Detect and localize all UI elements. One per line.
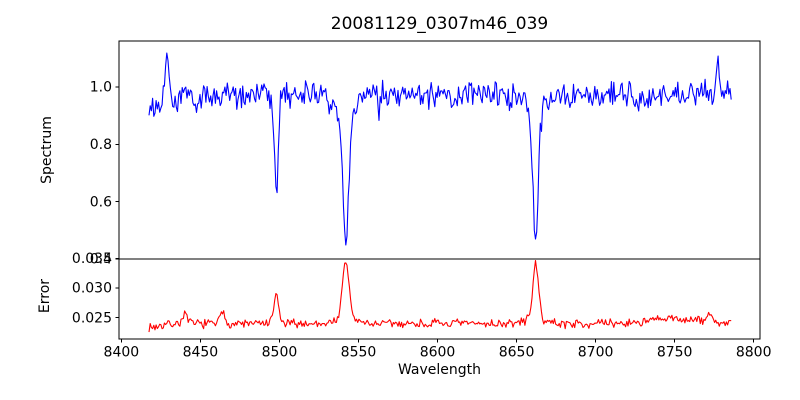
error-axes-border	[118, 258, 761, 340]
error-y-tick-label: 0.025	[72, 310, 112, 326]
error-x-tick-label: 8600	[420, 345, 456, 361]
error-line	[148, 259, 732, 333]
error-x-tick-label: 8500	[262, 345, 298, 361]
error-x-tick-label: 8550	[341, 345, 377, 361]
error-x-tick-label: 8400	[104, 345, 140, 361]
error-x-tick-label: 8650	[499, 345, 535, 361]
error-y-tick-label: 0.030	[72, 281, 112, 297]
plot-title: 20081129_0307m46_039	[330, 14, 549, 34]
error-y-tick-label: 0.035	[72, 251, 112, 267]
error-x-tick-label: 8750	[657, 345, 693, 361]
error-x-tick-label: 8700	[578, 345, 614, 361]
spectrum-line	[148, 52, 732, 246]
error-y-axis-label: Error	[37, 278, 53, 314]
spectrum-y-axis-label: Spectrum	[39, 116, 55, 184]
x-axis-label: Wavelength	[397, 362, 482, 378]
spectrum-y-tick-label: 0.6	[90, 194, 112, 210]
spectrum-axes-border	[118, 40, 761, 260]
error-x-tick-label: 8800	[736, 345, 772, 361]
spectrum-y-tick-label: 0.8	[90, 137, 112, 153]
spectrum-y-tick-label: 0.4	[90, 252, 112, 268]
spectrum-y-tick-label: 1.0	[90, 80, 112, 96]
error-x-tick-label: 8450	[183, 345, 219, 361]
